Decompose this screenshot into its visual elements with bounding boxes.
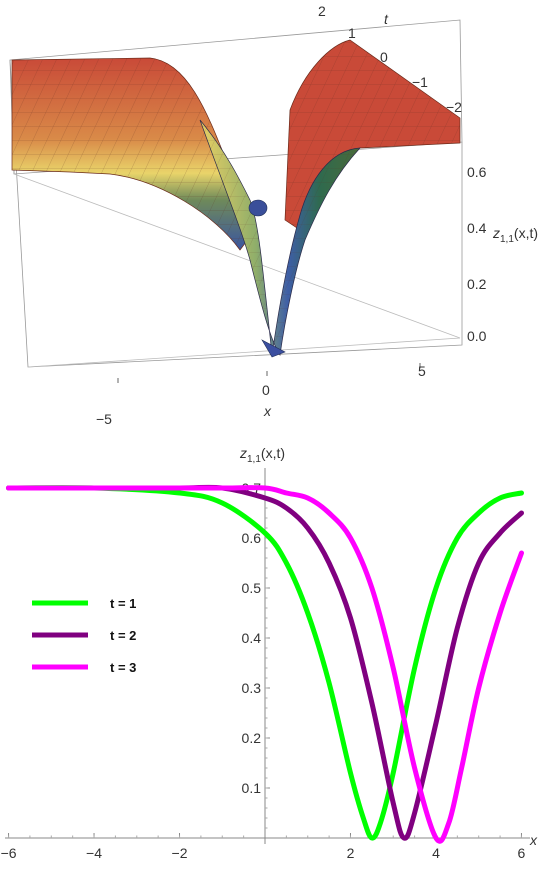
surface-t-tick: −1 xyxy=(412,74,428,90)
legend-label-t2: t = 2 xyxy=(110,628,136,643)
surface-t-ticks: 2 1 0 −1 −2 t xyxy=(318,3,462,115)
legend-label-t3: t = 3 xyxy=(110,660,136,675)
surface-x-label: x xyxy=(263,403,272,419)
y-tick-label: 0.5 xyxy=(242,580,262,596)
x-tick-label: 6 xyxy=(518,845,526,861)
y-tick-label: 0.2 xyxy=(242,730,262,746)
line-chart-series xyxy=(6,484,524,844)
surface-z-tick: 0.0 xyxy=(467,328,487,344)
surface-z-tick: 0.4 xyxy=(467,220,487,236)
y-tick-label: 0.6 xyxy=(242,530,262,546)
y-tick-label: 0.3 xyxy=(242,680,262,696)
surface-t-tick: 0 xyxy=(380,49,388,65)
x-tick-label: −2 xyxy=(172,845,188,861)
x-tick-label: −4 xyxy=(86,845,102,861)
surface-z-tick: 0.6 xyxy=(467,164,487,180)
surface-x-tick: −5 xyxy=(96,411,112,427)
surface-x-tick: 5 xyxy=(418,363,426,379)
line-chart-legend: t = 1 t = 2 t = 3 xyxy=(32,596,136,675)
surface-plot: −5 0 5 x 2 1 0 −1 −2 t 0.0 0.2 0.4 0.6 z… xyxy=(9,3,538,427)
surface-mesh xyxy=(11,39,461,358)
y-tick-label: 0.1 xyxy=(242,780,262,796)
series-line-t1 xyxy=(6,485,524,841)
x-tick-label: −6 xyxy=(1,845,17,861)
line-chart-x-label: x xyxy=(529,832,538,848)
y-tick-label: 0.4 xyxy=(242,630,262,646)
surface-x-ticks: −5 0 5 x xyxy=(96,363,426,427)
line-chart-y-label: z1,1(x,t) xyxy=(239,445,285,465)
line-chart-ticks: −6 −4 −2 2 4 60.10.20.30.40.50.60.7 xyxy=(1,480,526,861)
surface-t-tick: 1 xyxy=(348,25,356,41)
surface-t-tick: −2 xyxy=(446,99,462,115)
x-tick-label: 4 xyxy=(432,845,440,861)
surface-x-tick: 0 xyxy=(262,382,270,398)
x-tick-label: 2 xyxy=(347,845,355,861)
surface-z-tick: 0.2 xyxy=(467,276,487,292)
line-chart: −6 −4 −2 2 4 60.10.20.30.40.50.60.7 t = 1t = … xyxy=(1,445,538,861)
surface-z-label: z1,1(x,t) xyxy=(492,225,538,245)
surface-z-ticks: 0.0 0.2 0.4 0.6 z1,1(x,t) xyxy=(467,164,538,344)
series-line-t3 xyxy=(6,485,524,844)
surface-t-label: t xyxy=(384,11,389,27)
legend-label-t1: t = 1 xyxy=(110,596,136,611)
surface-t-tick: 2 xyxy=(318,3,326,19)
